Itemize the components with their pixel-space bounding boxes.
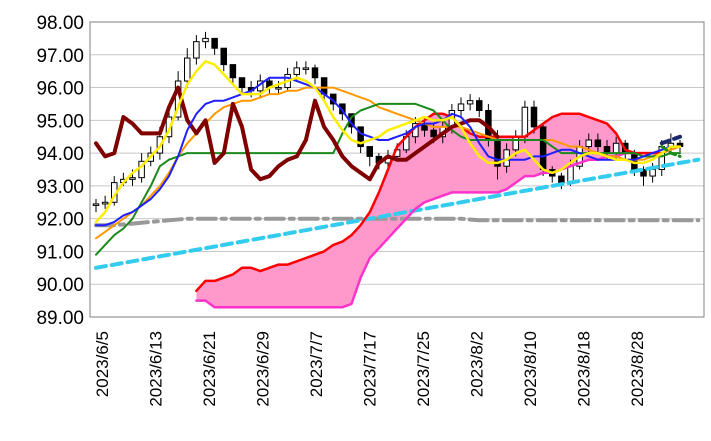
candle-body bbox=[101, 201, 109, 205]
x-tick-label: 2023/7/17 bbox=[361, 331, 380, 407]
series-line-red bbox=[195, 112, 664, 293]
series-line-yellow bbox=[94, 60, 682, 224]
series-line-pink bbox=[195, 151, 664, 309]
series-line-navy-dashed bbox=[659, 134, 682, 146]
candle-body bbox=[357, 126, 364, 148]
candle-body bbox=[649, 169, 656, 177]
candle-body bbox=[302, 67, 310, 70]
series-line-green-dashed bbox=[660, 145, 682, 158]
candle-body bbox=[211, 37, 218, 49]
series-line-cyan-dashed bbox=[94, 157, 701, 270]
x-tick-label: 2023/8/2 bbox=[468, 331, 487, 397]
candle-body bbox=[539, 126, 547, 170]
y-tick-label: 94.00 bbox=[36, 144, 84, 165]
candle-body bbox=[202, 37, 209, 43]
x-tick-label: 2023/7/7 bbox=[307, 331, 326, 397]
series-line-maroon bbox=[94, 85, 500, 182]
series-line-gray-dashdot bbox=[94, 216, 701, 228]
candle-body bbox=[220, 47, 227, 66]
y-tick-label: 92.00 bbox=[36, 210, 84, 231]
y-tick-label: 98.00 bbox=[36, 13, 84, 34]
candle-body bbox=[640, 169, 647, 177]
x-tick-label: 2023/8/28 bbox=[628, 331, 647, 407]
candle-body bbox=[238, 77, 246, 89]
x-axis-ticks: 2023/6/5 2023/6/13 2023/6/21 2023/6/29 2023/… bbox=[93, 331, 647, 407]
candle-body bbox=[430, 129, 437, 138]
candle-body bbox=[558, 175, 565, 184]
x-tick-label: 2023/7/25 bbox=[414, 331, 433, 407]
candle-body bbox=[275, 87, 282, 90]
candle-body bbox=[184, 57, 191, 82]
y-tick-label: 90.00 bbox=[36, 275, 84, 296]
y-tick-label: 91.00 bbox=[36, 242, 84, 263]
candle-body bbox=[594, 139, 602, 148]
candle-body bbox=[457, 103, 465, 111]
candle-body bbox=[92, 203, 100, 206]
x-tick-label: 2023/6/29 bbox=[254, 331, 273, 407]
y-tick-label: 93.00 bbox=[36, 177, 84, 198]
indicator-lines bbox=[94, 60, 701, 309]
series-line-green bbox=[95, 102, 681, 256]
candle-body bbox=[311, 67, 319, 79]
candle-body bbox=[512, 136, 519, 151]
y-axis-ticks: 98.00 97.00 96.00 95.00 94.00 93.00 92.00 91.00… bbox=[36, 13, 84, 329]
candle-body bbox=[293, 67, 300, 75]
candle-body bbox=[521, 106, 529, 138]
candle-body bbox=[612, 142, 620, 154]
x-tick-label: 2023/6/21 bbox=[200, 331, 219, 407]
candle-body bbox=[366, 146, 373, 157]
candle-body bbox=[129, 177, 136, 180]
candle-body bbox=[476, 100, 483, 111]
candle-body bbox=[567, 165, 574, 184]
y-tick-label: 95.00 bbox=[36, 111, 84, 132]
y-tick-label: 96.00 bbox=[36, 79, 84, 100]
x-tick-label: 2023/6/13 bbox=[147, 331, 166, 407]
series-line-orange bbox=[95, 86, 681, 240]
x-tick-label: 2023/6/5 bbox=[93, 331, 112, 397]
plot-frame bbox=[89, 21, 705, 318]
candle-body bbox=[530, 106, 538, 128]
candle-body bbox=[193, 41, 200, 59]
y-tick-label: 89.00 bbox=[36, 308, 84, 329]
x-tick-label: 2023/8/10 bbox=[521, 331, 540, 407]
y-tick-label: 97.00 bbox=[36, 46, 84, 67]
x-tick-label: 2023/8/18 bbox=[575, 331, 594, 407]
candle-body bbox=[466, 100, 474, 105]
candle-body bbox=[229, 64, 237, 79]
candle-body bbox=[585, 139, 592, 148]
